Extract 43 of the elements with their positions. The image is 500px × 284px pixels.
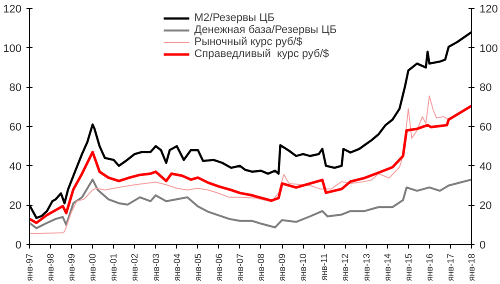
x-tick-label: янв-04	[172, 253, 182, 282]
y-tick-label: 40	[9, 160, 22, 173]
y2-tick-label: 20	[480, 200, 492, 212]
y-tick-label: 80	[9, 82, 22, 94]
x-tick-label: янв-18	[466, 253, 476, 282]
line-series	[30, 104, 472, 224]
y2-tick-label: 80	[480, 82, 492, 94]
y2-tick-label: 40	[480, 160, 492, 173]
x-tick-label: янв-10	[298, 253, 308, 282]
x-tick-label: янв-00	[88, 253, 98, 282]
y2-tick-label: 100	[480, 42, 498, 55]
x-tick-label: янв-02	[130, 253, 140, 282]
x-tick-label: янв-97	[24, 253, 34, 282]
x-tick-label: янв-07	[234, 253, 245, 282]
x-tick-label: янв-05	[192, 253, 203, 282]
x-tick-label: янв-06	[214, 253, 224, 282]
x-tick-label: янв-03	[150, 253, 161, 282]
x-tick-label: янв-09	[277, 253, 288, 282]
y-tick-label: 0	[15, 240, 22, 252]
x-tick-label: янв-13	[361, 253, 372, 282]
x-tick-label: янв-15	[403, 253, 414, 282]
x-tick-label: янв-11	[319, 253, 330, 280]
line-series	[30, 96, 450, 234]
x-tick-label: янв-17	[445, 253, 456, 282]
x-tick-label: янв-16	[424, 253, 434, 282]
x-tick-label: янв-08	[256, 253, 266, 282]
y-tick-label: 120	[3, 4, 22, 16]
y2-tick-label: 60	[480, 122, 492, 134]
x-tick-label: янв-12	[340, 253, 350, 282]
legend-label: Денежная база/Резервы ЦБ	[194, 24, 337, 36]
y2-tick-label: 120	[480, 4, 498, 16]
x-tick-label: янв-99	[66, 253, 77, 282]
line-series	[30, 178, 472, 230]
legend-label: Рыночный курс руб/$	[194, 36, 302, 48]
legend-label: Справедливый курс руб/$	[194, 48, 330, 60]
x-tick-label: янв-01	[108, 253, 119, 282]
legend-label: M2/Резервы ЦБ	[194, 12, 275, 24]
x-tick-label: янв-98	[46, 253, 56, 282]
y2-tick-label: 0	[480, 240, 486, 252]
y-tick-label: 20	[9, 200, 22, 212]
y-tick-label: 100	[3, 42, 22, 55]
x-tick-label: янв-14	[382, 253, 392, 282]
y-tick-label: 60	[9, 122, 22, 134]
